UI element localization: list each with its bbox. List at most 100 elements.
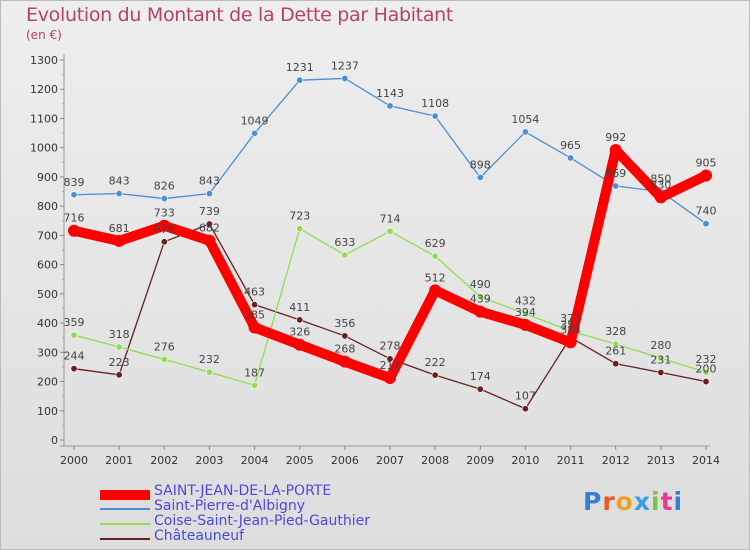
data-point [341, 251, 349, 259]
data-label: 830 [650, 178, 671, 191]
data-point [251, 381, 259, 389]
data-label: 232 [199, 353, 220, 366]
data-point [205, 220, 213, 228]
data-point [115, 371, 123, 379]
x-tick-label: 2008 [421, 454, 449, 467]
data-point [338, 355, 351, 368]
data-label: 223 [109, 356, 130, 369]
data-label: 1054 [511, 113, 539, 126]
data-label: 351 [560, 318, 581, 331]
legend-swatch [100, 523, 150, 525]
data-label: 490 [470, 278, 491, 291]
data-label: 1143 [376, 87, 404, 100]
data-point [521, 310, 529, 318]
data-label: 869 [605, 167, 626, 180]
x-tick-label: 2013 [647, 454, 675, 467]
data-point [519, 318, 532, 331]
legend-swatch [100, 490, 150, 500]
data-point [70, 365, 78, 373]
data-label: 1108 [421, 97, 449, 110]
data-label: 716 [64, 212, 85, 225]
data-point [612, 182, 620, 190]
data-point [293, 338, 306, 351]
legend-label: Saint-Pierre-d'Albigny [154, 498, 306, 514]
data-point [115, 343, 123, 351]
y-tick-label: 1100 [30, 112, 58, 125]
data-label: 1231 [286, 61, 314, 74]
y-tick-label: 600 [37, 259, 58, 272]
y-tick-label: 1300 [30, 54, 58, 67]
data-point [384, 372, 396, 385]
data-label: 334 [560, 323, 581, 336]
data-label: 1237 [331, 59, 359, 72]
data-label: 629 [425, 237, 446, 250]
data-point [612, 340, 620, 348]
data-label: 432 [515, 295, 536, 308]
data-label: 1049 [241, 114, 269, 127]
y-tick-label: 400 [37, 317, 58, 330]
x-tick-label: 2004 [241, 454, 269, 467]
data-point [609, 144, 622, 157]
data-label: 276 [154, 340, 175, 353]
data-label: 714 [380, 212, 401, 225]
x-tick-label: 2006 [331, 454, 359, 467]
legend-label: Châteauneuf [154, 528, 245, 544]
y-tick-label: 1000 [30, 142, 58, 155]
data-label: 261 [605, 345, 626, 358]
legend-swatch [100, 538, 150, 540]
legend-label: SAINT-JEAN-DE-LA-PORTE [154, 483, 332, 499]
data-label: 232 [696, 353, 717, 366]
x-tick-label: 2007 [376, 454, 404, 467]
data-label: 231 [650, 353, 671, 366]
data-point [386, 227, 394, 235]
data-label: 678 [154, 223, 175, 236]
data-point [476, 174, 484, 182]
data-point [341, 74, 349, 82]
data-label: 394 [515, 306, 536, 319]
y-tick-label: 800 [37, 200, 58, 213]
data-point [567, 154, 575, 162]
data-point [431, 371, 439, 379]
chart-unit: (en €) [26, 28, 62, 42]
data-label: 839 [64, 176, 85, 189]
data-label: 359 [64, 316, 85, 329]
data-label: 633 [334, 236, 355, 249]
y-tick-label: 300 [37, 346, 58, 359]
data-point [251, 129, 259, 137]
data-label: 278 [380, 340, 401, 353]
data-point [657, 368, 665, 376]
data-point [160, 355, 168, 363]
y-tick-label: 100 [37, 405, 58, 418]
data-point [158, 219, 171, 232]
data-label: 682 [199, 222, 220, 235]
x-tick-label: 2003 [195, 454, 223, 467]
data-point [203, 234, 216, 247]
data-label: 723 [289, 210, 310, 223]
data-point [296, 225, 304, 233]
y-tick-label: 200 [37, 376, 58, 389]
data-point [702, 378, 710, 386]
data-point [205, 368, 213, 376]
data-label: 187 [244, 366, 265, 379]
data-label: 898 [470, 159, 491, 172]
x-tick-label: 2010 [511, 454, 539, 467]
data-label: 280 [650, 339, 671, 352]
data-point [702, 220, 710, 228]
data-label: 439 [470, 293, 491, 306]
data-point [612, 360, 620, 368]
y-tick-label: 500 [37, 288, 58, 301]
data-label: 174 [470, 370, 491, 383]
x-tick-label: 2005 [286, 454, 314, 467]
data-label: 328 [605, 325, 626, 338]
data-label: 268 [334, 343, 355, 356]
data-point [702, 368, 710, 376]
data-label: 826 [154, 180, 175, 193]
data-point [657, 354, 665, 362]
data-point [521, 405, 529, 413]
data-label: 200 [696, 363, 717, 376]
data-label: 681 [109, 222, 130, 235]
data-label: 356 [334, 317, 355, 330]
data-point [386, 355, 394, 363]
data-label: 222 [425, 356, 446, 369]
y-tick-label: 1200 [30, 83, 58, 96]
